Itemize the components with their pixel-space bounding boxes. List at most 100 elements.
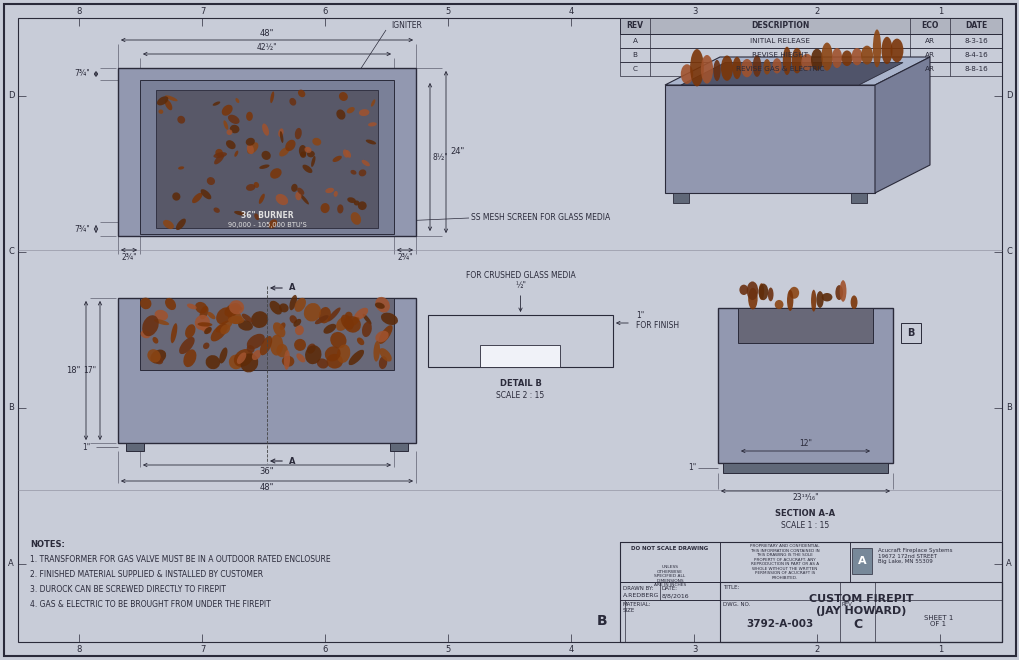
Ellipse shape bbox=[294, 325, 304, 335]
Ellipse shape bbox=[261, 151, 270, 160]
Ellipse shape bbox=[326, 354, 342, 368]
Bar bbox=[118, 68, 416, 236]
Ellipse shape bbox=[336, 110, 345, 119]
Ellipse shape bbox=[278, 129, 283, 137]
Text: 48": 48" bbox=[260, 484, 274, 492]
Ellipse shape bbox=[351, 212, 361, 225]
Ellipse shape bbox=[252, 350, 261, 360]
Ellipse shape bbox=[305, 147, 311, 153]
Text: 90,000 - 105,000 BTU'S: 90,000 - 105,000 BTU'S bbox=[227, 222, 306, 228]
Ellipse shape bbox=[732, 57, 741, 79]
Text: 4: 4 bbox=[569, 7, 574, 15]
Text: 3792-A-003: 3792-A-003 bbox=[746, 619, 813, 629]
Ellipse shape bbox=[362, 160, 370, 166]
Ellipse shape bbox=[340, 315, 354, 330]
Text: DETAIL B: DETAIL B bbox=[499, 378, 541, 387]
Ellipse shape bbox=[368, 122, 376, 127]
Text: FOR FINISH: FOR FINISH bbox=[636, 321, 679, 329]
Ellipse shape bbox=[800, 53, 812, 71]
Text: 8-3-16: 8-3-16 bbox=[963, 38, 987, 44]
Ellipse shape bbox=[315, 315, 328, 324]
Ellipse shape bbox=[195, 315, 210, 330]
Text: A: A bbox=[632, 38, 637, 44]
Polygon shape bbox=[850, 193, 866, 203]
Ellipse shape bbox=[346, 317, 359, 327]
Ellipse shape bbox=[832, 48, 842, 68]
Text: NOTES:: NOTES: bbox=[30, 540, 65, 549]
Ellipse shape bbox=[283, 350, 289, 370]
Ellipse shape bbox=[872, 30, 880, 67]
Text: 1. TRANSFORMER FOR GAS VALVE MUST BE IN A OUTDOOR RATED ENCLOSURE: 1. TRANSFORMER FOR GAS VALVE MUST BE IN … bbox=[30, 555, 330, 564]
Text: CUSTOM FIREPIT
(JAY HOWARD): CUSTOM FIREPIT (JAY HOWARD) bbox=[808, 594, 912, 616]
Ellipse shape bbox=[300, 151, 306, 158]
Ellipse shape bbox=[192, 193, 202, 203]
Text: D: D bbox=[1005, 92, 1011, 100]
Ellipse shape bbox=[378, 325, 392, 344]
Ellipse shape bbox=[184, 324, 196, 338]
Text: C: C bbox=[1005, 248, 1011, 257]
Bar bbox=[849, 542, 1001, 582]
Bar bbox=[620, 600, 719, 642]
Text: 7: 7 bbox=[200, 7, 205, 15]
Ellipse shape bbox=[346, 197, 356, 203]
Ellipse shape bbox=[741, 59, 752, 77]
Text: 12": 12" bbox=[798, 440, 811, 449]
Ellipse shape bbox=[281, 356, 294, 367]
Text: B: B bbox=[1005, 403, 1011, 412]
Ellipse shape bbox=[170, 323, 177, 343]
Ellipse shape bbox=[175, 218, 185, 230]
Ellipse shape bbox=[311, 156, 315, 167]
Ellipse shape bbox=[247, 334, 265, 349]
Text: C: C bbox=[852, 618, 861, 630]
Ellipse shape bbox=[226, 129, 232, 135]
Ellipse shape bbox=[233, 349, 253, 367]
Ellipse shape bbox=[254, 182, 259, 188]
Ellipse shape bbox=[354, 201, 359, 205]
Text: AR: AR bbox=[924, 38, 934, 44]
Ellipse shape bbox=[285, 140, 296, 151]
Text: 1": 1" bbox=[636, 310, 644, 319]
Text: 2. FINISHED MATERIAL SUPPLIED & INSTALLED BY CUSTOMER: 2. FINISHED MATERIAL SUPPLIED & INSTALLE… bbox=[30, 570, 263, 579]
Text: AR: AR bbox=[924, 66, 934, 72]
Ellipse shape bbox=[296, 191, 302, 200]
Text: IGNITER: IGNITER bbox=[390, 22, 422, 30]
Text: B: B bbox=[632, 52, 637, 58]
Text: AR: AR bbox=[924, 52, 934, 58]
Ellipse shape bbox=[320, 203, 329, 213]
Ellipse shape bbox=[221, 105, 232, 115]
Ellipse shape bbox=[269, 301, 282, 315]
Bar bbox=[620, 582, 719, 600]
Text: 4. GAS & ELECTRIC TO BE BROUGHT FROM UNDER THE FIREPIT: 4. GAS & ELECTRIC TO BE BROUGHT FROM UND… bbox=[30, 600, 270, 609]
Text: DO NOT SCALE DRAWING: DO NOT SCALE DRAWING bbox=[631, 546, 708, 552]
Text: 18": 18" bbox=[66, 366, 81, 375]
Ellipse shape bbox=[215, 320, 232, 333]
Text: REV: REV bbox=[626, 22, 643, 30]
Text: PROPRIETARY AND CONFIDENTIAL
THIS INFORMATION CONTAINED IN
THIS DRAWING IS THE S: PROPRIETARY AND CONFIDENTIAL THIS INFORM… bbox=[749, 544, 819, 580]
Ellipse shape bbox=[224, 303, 240, 317]
Ellipse shape bbox=[163, 220, 174, 229]
Text: 24": 24" bbox=[450, 147, 465, 156]
Text: 36" BURNER: 36" BURNER bbox=[240, 211, 293, 220]
Ellipse shape bbox=[787, 290, 793, 311]
Text: ECO: ECO bbox=[920, 22, 937, 30]
Ellipse shape bbox=[223, 120, 228, 130]
Text: 1: 1 bbox=[936, 645, 943, 653]
Ellipse shape bbox=[363, 314, 371, 325]
Ellipse shape bbox=[141, 330, 151, 339]
Ellipse shape bbox=[219, 347, 227, 364]
Ellipse shape bbox=[273, 322, 285, 337]
Text: 7¾": 7¾" bbox=[74, 224, 90, 234]
Ellipse shape bbox=[179, 337, 195, 354]
Ellipse shape bbox=[247, 143, 258, 154]
Text: 3: 3 bbox=[691, 645, 697, 653]
Text: 2¾": 2¾" bbox=[396, 253, 413, 261]
Ellipse shape bbox=[177, 115, 185, 123]
Ellipse shape bbox=[335, 317, 348, 331]
Text: 2: 2 bbox=[814, 7, 819, 15]
Ellipse shape bbox=[213, 207, 220, 213]
Ellipse shape bbox=[839, 280, 846, 302]
Bar bbox=[719, 542, 849, 582]
Text: 48": 48" bbox=[260, 30, 274, 38]
Ellipse shape bbox=[227, 310, 242, 324]
Ellipse shape bbox=[303, 164, 312, 173]
